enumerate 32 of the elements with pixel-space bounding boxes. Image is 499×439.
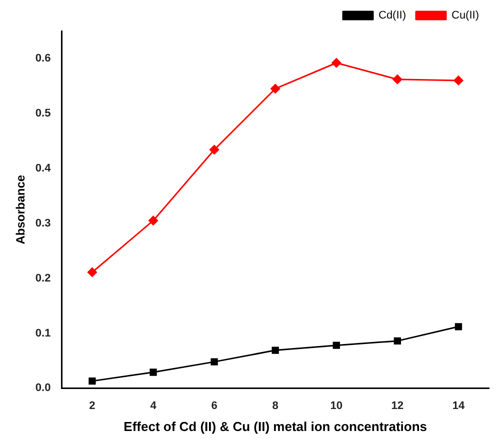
point — [87, 268, 97, 277]
y-tick-label: 0.0 — [35, 382, 51, 394]
y-tick-label: 0.3 — [35, 217, 51, 230]
point — [394, 337, 402, 345]
y-tick-label: 0.5 — [35, 107, 51, 120]
x-tick-label: 14 — [452, 400, 466, 412]
point — [332, 58, 342, 68]
y-tick-label: 0.2 — [35, 272, 51, 284]
x-axis-title: Effect of Cd (II) & Cu (II) metal ion concentrations — [124, 418, 428, 434]
x-tick-label: 4 — [150, 400, 158, 412]
y-tick-label: 0.6 — [35, 52, 51, 65]
point — [210, 144, 220, 154]
point — [148, 216, 158, 226]
y-axis-title: Absorbance — [14, 174, 28, 244]
legend-label: Cd(II) — [378, 10, 406, 22]
point — [150, 368, 157, 376]
point — [272, 346, 279, 354]
y-tick-label: 0.4 — [35, 162, 52, 174]
point — [270, 84, 280, 94]
x-tick-label: 6 — [211, 400, 218, 412]
y-tick-label: 0.1 — [35, 327, 51, 340]
point — [454, 76, 464, 86]
legend-label: Cu(II) — [452, 10, 479, 22]
point — [392, 74, 402, 84]
point — [88, 377, 96, 385]
point — [332, 342, 340, 349]
point — [454, 323, 462, 330]
x-tick-label: 2 — [89, 400, 96, 412]
point — [210, 358, 218, 366]
x-tick-label: 12 — [391, 400, 404, 412]
x-tick-label: 10 — [330, 400, 343, 412]
x-tick-label: 8 — [272, 400, 278, 412]
